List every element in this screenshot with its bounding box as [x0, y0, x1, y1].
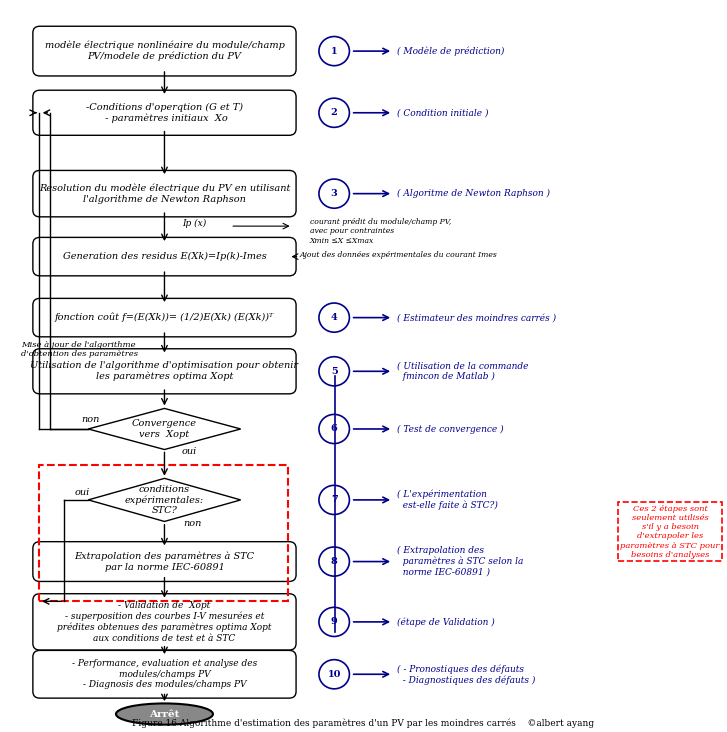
Text: - Performance, evaluation et analyse des
modules/champs PV
- Diagnosis des modul: - Performance, evaluation et analyse des… — [72, 660, 257, 689]
FancyBboxPatch shape — [33, 171, 296, 217]
Text: Extrapolation des paramètres à STC
par la norme IEC-60891: Extrapolation des paramètres à STC par l… — [74, 552, 254, 572]
FancyBboxPatch shape — [33, 299, 296, 337]
Text: Figure 16 Algorithme d'estimation des paramètres d'un PV par les moindres carrés: Figure 16 Algorithme d'estimation des pa… — [132, 719, 595, 728]
Text: ( L'expérimentation
  est-elle faite à STC?): ( L'expérimentation est-elle faite à STC… — [396, 490, 497, 510]
Text: 8: 8 — [331, 557, 337, 566]
FancyBboxPatch shape — [33, 542, 296, 581]
Text: Convergence
vers  Xopt: Convergence vers Xopt — [132, 419, 197, 438]
Text: non: non — [183, 520, 201, 529]
Text: 9: 9 — [331, 617, 337, 627]
Text: ( Condition initiale ): ( Condition initiale ) — [396, 108, 488, 117]
Text: Utilisation de l'algorithme d'optimisation pour obtenir
les paramètres optima Xo: Utilisation de l'algorithme d'optimisati… — [31, 362, 299, 381]
Text: fonction coût f=(E(Xk))= (1/2)E(Xk) (E(Xk))ᵀ: fonction coût f=(E(Xk))= (1/2)E(Xk) (E(X… — [55, 313, 274, 322]
Text: 6: 6 — [331, 425, 337, 433]
Text: 4: 4 — [331, 313, 337, 322]
FancyBboxPatch shape — [33, 90, 296, 135]
Text: 5: 5 — [331, 367, 337, 376]
Text: ( Estimateur des moindres carrés ): ( Estimateur des moindres carrés ) — [396, 313, 555, 322]
Text: (étape de Validation ): (étape de Validation ) — [396, 617, 494, 627]
Text: Ip (x): Ip (x) — [182, 219, 206, 228]
Polygon shape — [88, 479, 241, 521]
Text: ( Algoritme de Newton Raphson ): ( Algoritme de Newton Raphson ) — [396, 189, 550, 198]
Text: oui: oui — [182, 447, 197, 455]
Text: Ajout des données expérimentales du courant Imes: Ajout des données expérimentales du cour… — [300, 250, 497, 258]
Text: ( Extrapolation des
  paramètres à STC selon la
  norme IEC-60891 ): ( Extrapolation des paramètres à STC sel… — [396, 546, 523, 577]
FancyBboxPatch shape — [33, 26, 296, 76]
Ellipse shape — [116, 703, 213, 725]
Text: courant prédit du module/champ PV,
avec pour contraintes
Xmin ≤X ≤Xmax: courant prédit du module/champ PV, avec … — [310, 218, 451, 244]
Text: conditions
expérimentales:
STC?: conditions expérimentales: STC? — [125, 485, 204, 515]
Text: non: non — [81, 415, 100, 425]
FancyBboxPatch shape — [33, 651, 296, 698]
Text: Resolution du modèle électrique du PV en utilisant
l'algorithme de Newton Raphso: Resolution du modèle électrique du PV en… — [39, 184, 290, 203]
Text: oui: oui — [74, 488, 89, 497]
Text: 2: 2 — [331, 108, 337, 117]
Text: Mise à jour de l'algorithme
d'obtention des paramètres: Mise à jour de l'algorithme d'obtention … — [21, 341, 138, 358]
FancyBboxPatch shape — [33, 237, 296, 276]
Text: 3: 3 — [331, 189, 337, 198]
Text: - Validation de  Xopt
- superposition des courbes I-V mesurées et
prédites obten: - Validation de Xopt - superposition des… — [57, 601, 272, 643]
Text: -Conditions d'operqtion (G et T)
 - paramètres initiaux  Xo: -Conditions d'operqtion (G et T) - param… — [86, 102, 243, 123]
FancyBboxPatch shape — [33, 594, 296, 650]
FancyBboxPatch shape — [33, 348, 296, 394]
Text: ( Utilisation de la commande
  fmincon de Matlab ): ( Utilisation de la commande fmincon de … — [396, 362, 528, 381]
Text: 10: 10 — [327, 670, 341, 679]
Text: Arrêt: Arrêt — [149, 709, 180, 719]
Polygon shape — [88, 408, 241, 449]
Text: ( Modèle de prédiction): ( Modèle de prédiction) — [396, 46, 504, 56]
Text: Generation des residus E(Xk)=Ip(k)-Imes: Generation des residus E(Xk)=Ip(k)-Imes — [63, 252, 266, 261]
Text: ( - Pronostiques des défauts
  - Diagnostiques des défauts ): ( - Pronostiques des défauts - Diagnosti… — [396, 664, 535, 684]
Text: ( Test de convergence ): ( Test de convergence ) — [396, 425, 503, 433]
Text: Ces 2 étapes sont
seulement utilisés
s'il y a besoin
d'extrapoler les
paramètres: Ces 2 étapes sont seulement utilisés s'i… — [620, 505, 720, 559]
Text: 1: 1 — [331, 47, 337, 56]
Text: modèle électrique nonlinéaire du module/champ
PV/modele de prédiction du PV: modèle électrique nonlinéaire du module/… — [44, 41, 284, 61]
Text: 7: 7 — [331, 496, 337, 504]
